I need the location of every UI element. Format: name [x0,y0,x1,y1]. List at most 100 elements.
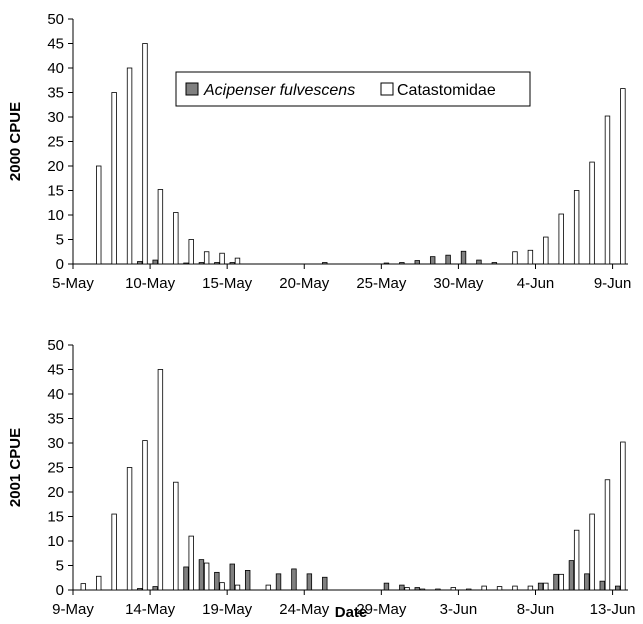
x-tick-label: 19-May [202,601,253,618]
sturgeon-bar [244,570,251,591]
y-tick-label: 5 [56,232,64,249]
sturgeon-bar [322,576,328,591]
y-tick-label: 45 [47,362,64,379]
sturgeon-bar [322,262,328,265]
x-tick-label: 24-May [279,601,330,618]
sturgeon-bar [275,573,282,591]
catastomidae-bar [558,573,564,591]
legend-swatch-catastomidae [380,82,394,96]
y-axis-title: 2000 CPUE [7,102,24,181]
catastomidae-bar [234,257,241,265]
y-tick-label: 0 [56,256,64,273]
sturgeon-bar [614,585,621,591]
catastomidae-bar [543,236,549,265]
catastomidae-bar [219,582,225,591]
chart-2001-panel: 0 5 10 15 20 25 30 35 40 45 50 2001 CPUE 9-May 14-May… [7,337,636,618]
sturgeon-bar [429,256,436,265]
catastomidae-bar [604,115,611,265]
sturgeon-bar [568,560,575,591]
sturgeon-bar [137,261,143,265]
catastomidae-bar [435,588,441,591]
y-tick-label: 40 [47,60,64,77]
catastomidae-bar [173,481,179,591]
sturgeon-bar [137,588,143,591]
sturgeon-bar [553,573,559,591]
y-tick-label: 35 [47,85,64,102]
y-tick-label: 5 [56,558,64,575]
catastomidae-bar [157,189,164,265]
catastomidae-bar [203,251,210,265]
sturgeon-bar [383,262,390,265]
catastomidae-bar [419,588,426,591]
catastomidae-bar [558,213,564,265]
sturgeon-bar [152,586,158,591]
y-tick-label: 15 [47,509,64,526]
x-tick-label: 9-Jun [594,275,632,292]
sturgeon-bar [229,262,235,265]
y-tick-label: 50 [47,337,64,354]
sturgeon-bar [414,260,420,265]
catastomidae-bar [496,586,503,591]
catastomidae-bar [96,165,102,265]
y-tick-label: 20 [47,484,64,501]
y-tick-label: 30 [47,109,64,126]
sturgeon-bar [291,568,297,591]
catastomidae-bar [188,535,194,591]
x-tick-label: 14-May [125,601,176,618]
y-tick-label: 45 [47,36,64,53]
catastomidae-bar [142,43,148,265]
x-tick-label: 4-Jun [517,275,555,292]
x-tick-label: 10-May [125,275,176,292]
catastomidae-bar [589,513,595,591]
catastomidae-bar [111,92,117,265]
y-tick-label: 15 [47,183,64,200]
catastomidae-bar [219,252,225,265]
catastomidae-bar [80,583,87,591]
legend-box [175,71,531,107]
y-tick-label: 0 [56,582,64,599]
legend-swatch-sturgeon [185,82,199,96]
sturgeon-bar [183,566,189,591]
sturgeon-bar [306,573,313,591]
x-tick-label: 15-May [202,275,253,292]
catastomidae-bar [543,582,549,591]
catastomidae-bar [188,239,194,265]
catastomidae-bar [589,161,595,265]
sturgeon-bar [599,580,605,591]
x-tick-label: 8-Jun [517,601,555,618]
catastomidae-bar [126,467,133,591]
y-tick-label: 20 [47,158,64,175]
catastomidae-bar [466,588,472,591]
sturgeon-bar [183,262,189,265]
sturgeon-bar [198,262,205,265]
y-tick-label: 50 [47,11,64,28]
catastomidae-bar [620,88,626,265]
y-tick-label: 25 [47,134,64,151]
sturgeon-bar [445,254,451,265]
sturgeon-bar [152,259,158,265]
y-tick-label: 30 [47,435,64,452]
catastomidae-bar [481,585,487,591]
catastomidae-bar [404,587,410,591]
catastomidae-bar [265,584,272,591]
sturgeon-bar [383,582,390,591]
sturgeon-bar [584,573,590,591]
x-tick-label: 3-Jun [440,601,478,618]
y-tick-label: 10 [47,533,64,550]
sturgeon-bar [414,587,420,591]
sturgeon-bar [214,571,220,591]
catastomidae-bar [157,369,164,591]
catastomidae-bar [126,67,133,265]
catastomidae-bar [142,440,148,591]
catastomidae-bar [620,441,626,591]
y-tick-label: 25 [47,460,64,477]
catastomidae-bar [234,584,241,591]
sturgeon-bar [399,262,405,265]
x-tick-label: 29-May [356,601,407,618]
catastomidae-bar [450,587,457,591]
x-tick-label: 20-May [279,275,330,292]
x-tick-label: 30-May [433,275,484,292]
legend-label-catastomidae: Catastomidae [397,82,496,99]
x-tick-label: 13-Jun [590,601,636,618]
